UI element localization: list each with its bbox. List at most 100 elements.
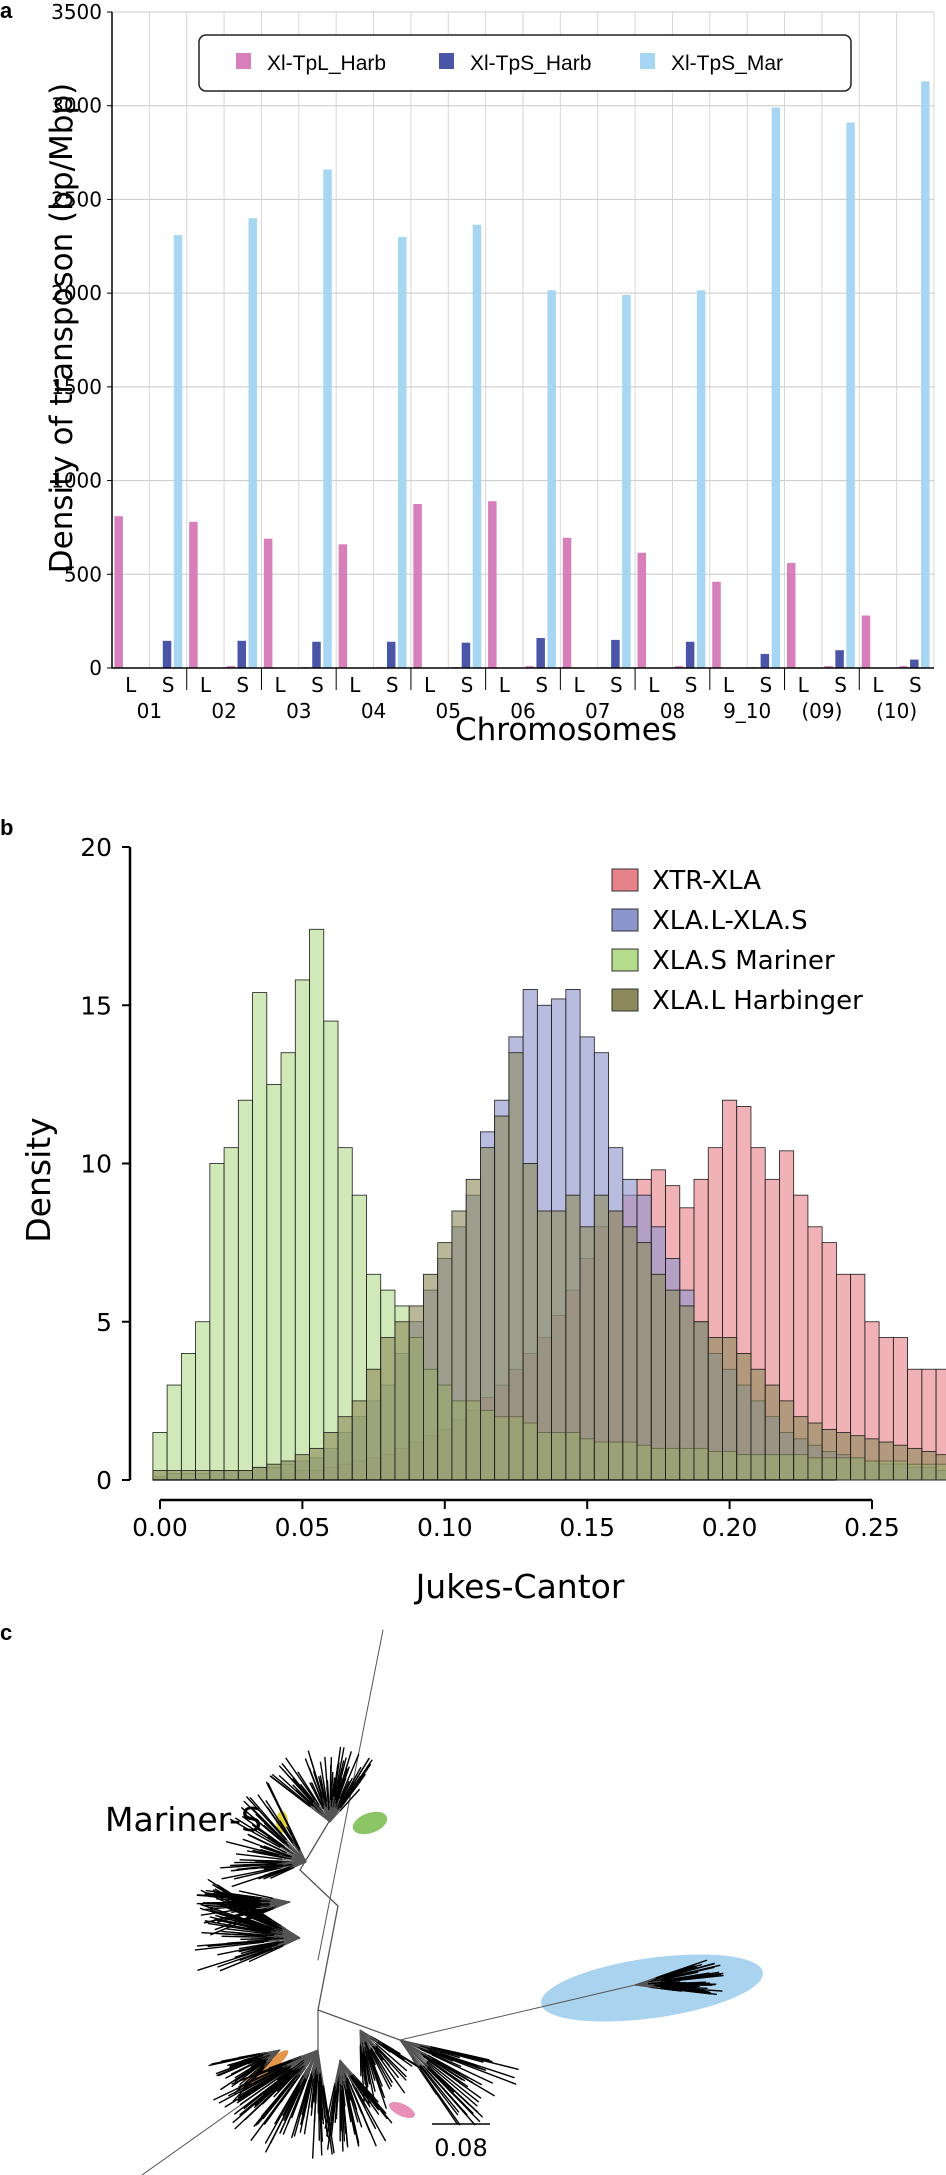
tree-leaf-branch xyxy=(234,2064,265,2094)
bar-xl-tps-mar-09-S xyxy=(846,122,855,668)
hist-bar-xla-l-harbinger xyxy=(337,1416,353,1481)
tree-branch xyxy=(399,2039,421,2066)
x-group-label: 07 xyxy=(585,699,610,723)
tree-leaf-branch xyxy=(282,2072,307,2117)
x-subtick-label: S xyxy=(162,673,175,697)
bar-xl-tps-mar-06-S xyxy=(547,290,556,668)
panel-a-gridlines xyxy=(111,11,935,669)
tree-leaf-branch xyxy=(261,2068,300,2105)
tree-leaf-branch xyxy=(417,2046,454,2062)
tree-leaf-branch xyxy=(270,1866,295,1879)
hist-bar-xla-l-harbinger xyxy=(622,1226,638,1481)
hist-bar-xla-l-harbinger xyxy=(351,1400,367,1481)
hist-bar-xla-l-harbinger xyxy=(665,1289,681,1481)
tree-leaf-branch xyxy=(203,1908,261,1924)
tree-leaf-branch xyxy=(440,2049,519,2070)
tree-leaf-branch xyxy=(235,1817,283,1848)
hist-bar-xla-l-harbinger xyxy=(650,1273,666,1481)
tree-leaf-branch xyxy=(655,1965,696,1980)
bar-xl-tps-mar-08-S xyxy=(696,290,706,668)
tree-leaf-branch xyxy=(340,2087,346,2142)
tree-leaf-branch xyxy=(229,1818,281,1848)
bar-xl-tpl-harb-9-10-L xyxy=(712,581,721,668)
tree-branch xyxy=(275,1861,307,1865)
tree-leaf-branch xyxy=(428,2049,486,2071)
tree-leaf-branch xyxy=(427,2054,482,2086)
tree-leaf-branch xyxy=(241,2059,293,2081)
clade-highlight-pink xyxy=(389,2101,415,2119)
x-tick-label: 0.10 xyxy=(417,1513,473,1542)
bar-xl-tpl-harb-05-L xyxy=(413,504,422,668)
panel-a-axes xyxy=(107,11,934,690)
tree-leaf-branch xyxy=(291,2079,310,2139)
tree-leaf-branch xyxy=(339,1753,360,1800)
phylogenetic-tree xyxy=(141,1629,763,2175)
hist-bar-xla-l-harbinger xyxy=(408,1305,424,1481)
tree-leaf-branch xyxy=(439,2054,517,2085)
tree-leaf-branch xyxy=(246,1796,286,1840)
y-tick-label: 15 xyxy=(80,991,112,1020)
tree-branch xyxy=(399,2039,429,2057)
hist-bar-xla-l-harbinger xyxy=(309,1447,325,1481)
tree-leaf-branch xyxy=(196,1894,259,1901)
tree-leaf-branch xyxy=(330,1777,336,1808)
tree-leaf-branch xyxy=(317,2080,321,2141)
hist-bar-xla-l-harbinger xyxy=(223,1470,239,1481)
hist-bar-xla-l-harbinger xyxy=(366,1368,382,1481)
bar-xl-tpl-harb-10-L xyxy=(861,615,871,668)
x-subtick-label: S xyxy=(236,673,249,697)
tree-branch xyxy=(317,2049,325,2087)
bar-xl-tpl-harb-04-L xyxy=(338,544,348,668)
hist-bar-xla-l-harbinger xyxy=(807,1422,823,1481)
tree-leaf-branch xyxy=(364,2046,376,2081)
tree-leaf-branch xyxy=(303,2078,314,2135)
tree-leaf-branch xyxy=(205,1889,262,1899)
hist-bar-xla-l-harbinger xyxy=(907,1447,923,1481)
tree-leaf-branch xyxy=(254,2068,297,2106)
tree-leaf-branch xyxy=(419,2065,459,2116)
tree-branch xyxy=(399,2039,429,2069)
hist-bar-xla-l-harbinger xyxy=(565,1194,581,1481)
x-subtick-label: S xyxy=(535,673,548,697)
hist-bar-xla-l-harbinger xyxy=(536,1210,552,1481)
x-group-label: (10) xyxy=(876,699,917,723)
x-subtick-label: S xyxy=(461,673,474,697)
tree-leaf-branch xyxy=(648,1976,676,1983)
x-subtick-label: L xyxy=(648,673,660,697)
tree-leaf-branch xyxy=(660,1987,711,1994)
tree-leaf-branch xyxy=(194,1941,265,1951)
tree-leaf-branch xyxy=(297,1771,320,1806)
legend-swatch-xla-l-xla-s xyxy=(611,908,639,932)
tree-branch xyxy=(277,1854,307,1863)
tree-branch xyxy=(316,2049,319,2076)
tree-branch xyxy=(359,2029,379,2044)
tree-branch xyxy=(399,2039,421,2070)
hist-bar-xla-l-harbinger xyxy=(764,1384,780,1481)
tree-leaf-branch xyxy=(243,2069,293,2110)
y-tick-label: 0 xyxy=(89,656,102,680)
tree-leaf-branch xyxy=(225,2059,262,2079)
panel-b-x-tick-labels: 0.00 0.05 0.10 0.15 0.20 0.25 xyxy=(132,1513,900,1542)
x-tick-label: 0.05 xyxy=(275,1513,331,1542)
bar-xl-tpl-harb-08-S xyxy=(674,666,684,668)
tree-leaf-branch xyxy=(238,1890,274,1899)
hist-bar-xla-l-harbinger xyxy=(878,1441,894,1481)
scale-bar-label: 0.08 xyxy=(434,2134,487,2162)
hist-bar-xla-s-mariner xyxy=(166,1384,182,1481)
tree-leaf-branch xyxy=(426,2062,478,2107)
legend-label-xtr-xla: XTR-XLA xyxy=(652,866,761,896)
tree-leaf-branch xyxy=(267,2056,302,2073)
tree-leaf-branch xyxy=(279,1765,314,1804)
tree-leaf-branch xyxy=(215,2057,259,2075)
hist-bar-xla-l-harbinger xyxy=(522,1163,538,1481)
x-subtick-label: S xyxy=(610,673,623,697)
tree-branch xyxy=(321,1796,331,1823)
x-subtick-label: L xyxy=(573,673,585,697)
x-subtick-label: L xyxy=(424,673,436,697)
hist-bar-xla-l-harbinger xyxy=(508,1052,524,1481)
panel-a-y-axis-label: Density of transposon (bp/Mbp) xyxy=(44,83,80,574)
tree-leaf-branch xyxy=(330,1771,334,1806)
x-tick-label: 0.25 xyxy=(844,1513,900,1542)
tree-leaf-branch xyxy=(273,2065,304,2098)
tree-leaf-branch xyxy=(263,1852,293,1860)
